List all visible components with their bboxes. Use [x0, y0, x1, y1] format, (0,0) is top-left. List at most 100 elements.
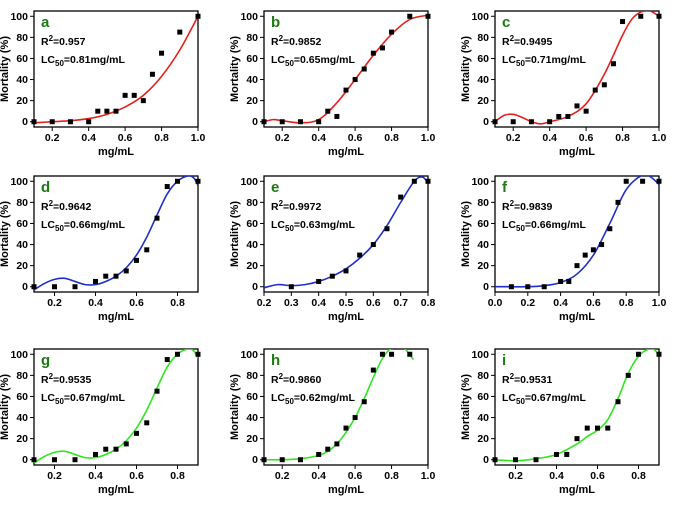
y-tick-label: 80 [477, 370, 489, 382]
x-tick-label: 0.4 [88, 470, 103, 482]
x-axis-title: mg/mL [328, 146, 364, 158]
data-point [261, 457, 267, 463]
lc50-annotation: LC50=0.81mg/mL [41, 54, 125, 68]
data-point [31, 119, 37, 125]
data-point [361, 66, 367, 72]
plot-frame [263, 175, 429, 293]
y-tick-label: 100 [240, 349, 258, 361]
data-point [398, 194, 404, 200]
y-tick-label: 80 [477, 32, 489, 44]
data-point [384, 226, 390, 232]
data-point [175, 351, 180, 357]
y-tick-label: 60 [477, 53, 489, 65]
data-point [565, 113, 571, 119]
x-tick-label: 0.2 [45, 132, 60, 144]
x-tick-label: 0.2 [506, 132, 521, 144]
data-point [584, 425, 590, 431]
y-tick-label: 20 [16, 433, 28, 445]
data-point [140, 98, 146, 104]
y-tick-label: 80 [246, 32, 258, 44]
data-point [379, 45, 385, 51]
r2-value: =0.9852 [283, 36, 321, 48]
y-tick-label: 100 [10, 176, 28, 188]
data-point [513, 457, 518, 463]
panel-letter: a [41, 14, 50, 31]
x-tick-label: 0.6 [366, 297, 381, 309]
x-tick-label: 0.8 [170, 470, 185, 482]
data-point [625, 372, 631, 378]
x-tick-label: 1.0 [421, 132, 436, 144]
y-tick-label: 40 [246, 74, 258, 86]
plot-frame [494, 348, 660, 466]
data-point [605, 425, 611, 431]
x-tick-label: 0.6 [348, 132, 363, 144]
data-point [261, 119, 267, 125]
x-tick-label: 0.8 [154, 132, 169, 144]
data-point [599, 242, 605, 248]
fit-curve [34, 15, 198, 124]
y-tick-label: 20 [246, 95, 258, 107]
y-axis-title: Mortality (%) [229, 36, 241, 102]
data-point [134, 430, 139, 436]
data-point [564, 451, 570, 457]
lc50-value: =0.67mg/mL [64, 392, 126, 404]
x-axis-title: mg/mL [559, 484, 595, 496]
y-axis-title: Mortality (%) [229, 374, 241, 440]
data-point [93, 451, 98, 457]
panel-g: 0.2 0.4 0.6 0.8 0 20 40 60 80 100 mg/mL Mortality (… [0, 348, 201, 496]
y-tick-label: 0 [22, 116, 28, 128]
data-point [316, 451, 322, 457]
x-tick-label: 0.2 [47, 297, 62, 309]
y-tick-label: 0 [22, 454, 28, 466]
data-point [343, 87, 349, 93]
y-tick-label: 0 [483, 454, 489, 466]
y-tick-label: 0 [483, 116, 489, 128]
panel-letter: h [271, 352, 280, 369]
lc50-annotation: LC50=0.65mg/mL [271, 54, 355, 68]
data-point [123, 441, 129, 447]
y-tick-label: 80 [246, 370, 258, 382]
x-tick-label: 0.2 [520, 297, 535, 309]
data-point [352, 415, 358, 421]
x-tick-label: 0.8 [421, 297, 436, 309]
x-tick-label: 0.5 [339, 297, 354, 309]
panel-f: 0.0 0.2 0.4 0.6 0.8 1.0 0 20 40 60 80 100 mg/mL Morta… [460, 175, 666, 323]
x-tick-label: 0.6 [129, 470, 144, 482]
y-tick-label: 40 [246, 412, 258, 424]
data-point [175, 178, 180, 184]
data-point [72, 457, 78, 463]
data-point [615, 199, 621, 205]
data-point [590, 247, 596, 253]
data-point [574, 263, 580, 269]
data-point [623, 178, 629, 184]
data-point [195, 351, 201, 357]
panel-letter: i [502, 352, 506, 369]
data-point [343, 425, 349, 431]
y-tick-label: 0 [22, 281, 28, 293]
r2-annotation: R2=0.9495 [502, 34, 552, 48]
y-axis-title: Mortality (%) [0, 201, 11, 267]
y-axis-title: Mortality (%) [0, 374, 11, 440]
r2-annotation: R2=0.9972 [271, 199, 321, 213]
y-tick-label: 100 [471, 349, 489, 361]
r2-annotation: R2=0.9860 [271, 372, 321, 386]
r2-value: =0.957 [53, 36, 86, 48]
y-tick-label: 100 [240, 176, 258, 188]
y-axis-title: Mortality (%) [460, 201, 472, 267]
x-tick-label: 0.6 [586, 297, 601, 309]
r2-annotation: R2=0.9535 [41, 372, 91, 386]
y-tick-label: 60 [16, 53, 28, 65]
data-point [177, 29, 183, 35]
x-tick-label: 0.6 [348, 470, 363, 482]
y-tick-label: 60 [16, 218, 28, 230]
x-tick-label: 0.4 [311, 297, 326, 309]
data-point [95, 108, 101, 114]
x-tick-label: 0.4 [81, 132, 96, 144]
y-tick-label: 80 [16, 370, 28, 382]
y-tick-label: 20 [246, 433, 258, 445]
panel-b: 0.2 0.4 0.6 0.8 1.0 0 20 40 60 80 100 mg/mL Mortalit… [229, 10, 436, 158]
y-tick-label: 20 [16, 260, 28, 272]
data-point [407, 351, 413, 357]
y-tick-label: 80 [16, 32, 28, 44]
